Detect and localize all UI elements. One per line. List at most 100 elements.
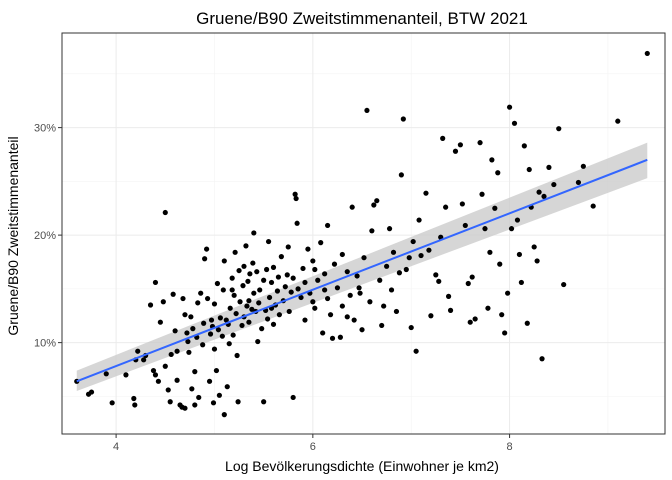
data-point <box>324 222 331 229</box>
data-point <box>302 279 308 286</box>
data-point <box>354 273 360 279</box>
data-point <box>210 400 217 406</box>
data-point <box>290 275 296 281</box>
data-point <box>250 260 256 266</box>
data-point <box>202 256 208 262</box>
data-point <box>234 352 240 359</box>
data-point <box>386 226 393 232</box>
data-point <box>229 287 235 293</box>
data-point <box>216 392 222 398</box>
data-point <box>235 399 241 405</box>
data-point <box>192 369 198 375</box>
data-point <box>286 308 292 315</box>
data-point <box>487 249 493 255</box>
data-point <box>180 295 186 302</box>
data-point <box>215 327 222 333</box>
data-point <box>331 261 338 267</box>
data-point <box>196 394 202 401</box>
data-point <box>284 272 290 278</box>
data-point <box>257 287 263 293</box>
data-point <box>390 249 397 255</box>
data-point <box>249 306 255 312</box>
data-point <box>221 412 227 418</box>
data-point <box>499 312 505 318</box>
data-point <box>141 357 147 363</box>
data-point <box>182 312 188 318</box>
data-point <box>410 238 416 245</box>
data-point <box>259 326 265 332</box>
data-point <box>443 204 449 210</box>
y-tick-label: 10% <box>34 338 56 350</box>
data-point <box>359 327 365 333</box>
data-point <box>479 191 485 197</box>
data-point <box>233 310 239 317</box>
y-tick-label: 30% <box>34 123 56 135</box>
data-point <box>229 275 235 281</box>
data-point <box>447 307 454 313</box>
data-point <box>213 367 220 374</box>
data-point <box>305 246 311 252</box>
data-point <box>245 278 251 284</box>
data-point <box>505 290 511 296</box>
data-point <box>255 338 261 345</box>
data-point <box>268 279 275 286</box>
data-point <box>162 209 168 216</box>
data-point <box>531 244 537 250</box>
data-point <box>103 371 109 377</box>
data-point <box>241 263 247 269</box>
data-point <box>413 348 419 354</box>
data-point <box>131 395 137 402</box>
regression-line <box>76 158 648 383</box>
data-point <box>310 258 316 264</box>
data-point <box>462 222 468 229</box>
data-point <box>219 333 225 339</box>
data-point <box>347 292 353 298</box>
data-point <box>230 332 236 338</box>
data-point <box>367 299 373 305</box>
panel-border <box>61 32 666 435</box>
data-point <box>135 348 141 354</box>
data-point <box>539 356 545 362</box>
data-point <box>518 279 524 286</box>
data-point <box>224 384 230 390</box>
data-point <box>168 351 174 358</box>
data-point <box>388 287 395 293</box>
data-point <box>312 305 318 311</box>
data-point <box>278 254 284 260</box>
data-point <box>167 399 173 405</box>
grid <box>62 33 665 434</box>
data-point <box>339 303 345 309</box>
data-point <box>465 280 471 287</box>
data-point <box>285 244 291 250</box>
data-point <box>580 163 586 169</box>
data-point <box>188 314 194 320</box>
data-point <box>416 217 422 223</box>
data-point <box>132 402 138 408</box>
data-point <box>324 295 331 302</box>
data-point <box>482 226 488 232</box>
data-point <box>270 264 277 270</box>
data-point <box>379 322 385 329</box>
data-point <box>195 300 201 306</box>
data-point <box>536 189 542 195</box>
data-point <box>240 283 246 289</box>
data-point <box>256 300 262 306</box>
x-tick-label: 6 <box>310 441 316 453</box>
data-point <box>192 402 198 408</box>
data-point <box>615 118 621 124</box>
data-point <box>150 367 157 374</box>
data-point <box>445 293 452 299</box>
data-point <box>381 303 387 309</box>
data-point <box>556 126 562 132</box>
data-point <box>165 387 171 393</box>
data-point <box>239 322 245 329</box>
data-point <box>184 330 190 336</box>
data-point <box>516 251 523 258</box>
data-point <box>236 267 242 274</box>
data-point <box>294 220 300 226</box>
data-point <box>377 277 383 283</box>
data-point <box>264 266 270 273</box>
data-point <box>452 148 459 154</box>
data-point <box>398 172 404 178</box>
